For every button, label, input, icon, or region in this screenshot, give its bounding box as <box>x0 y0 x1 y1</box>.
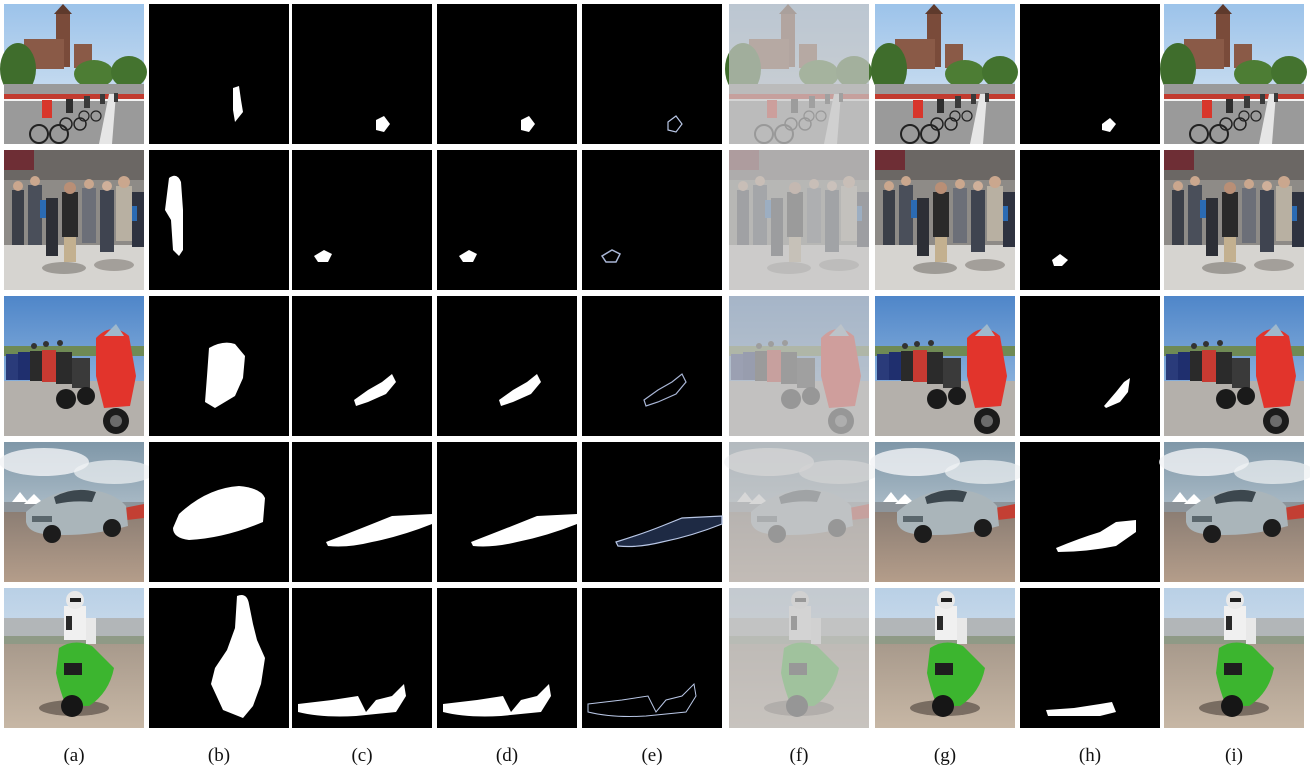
faded-image <box>729 296 869 436</box>
row-1 <box>0 3 1308 145</box>
output-image <box>1159 3 1308 145</box>
input-image <box>4 150 144 290</box>
faded-image <box>724 3 873 145</box>
column-label-i: (i) <box>1225 745 1243 766</box>
column-label-b: (b) <box>207 745 231 766</box>
faded-image <box>724 442 879 582</box>
column-label-h: (h) <box>1078 745 1102 766</box>
column-label-f: (f) <box>789 745 809 766</box>
output-image <box>875 588 1015 728</box>
output-image <box>875 150 1015 290</box>
mask-image <box>437 588 577 728</box>
mask-image <box>149 150 289 290</box>
mask-image <box>149 296 289 436</box>
input-image <box>4 588 144 728</box>
input-image <box>4 296 144 436</box>
mask-image <box>292 442 432 582</box>
mask-image <box>437 442 577 582</box>
column-label-g: (g) <box>933 745 957 766</box>
mask-image <box>1020 150 1160 290</box>
mask-image <box>581 587 723 729</box>
output-image <box>1164 150 1304 290</box>
faded-image <box>729 588 869 728</box>
column-label-d: (d) <box>495 745 519 766</box>
row-3 <box>4 295 1304 437</box>
mask-image <box>437 150 577 290</box>
mask-image <box>1020 442 1160 582</box>
mask-image <box>581 3 723 145</box>
mask-image <box>292 296 432 436</box>
mask-image <box>1020 296 1160 436</box>
mask-image <box>581 149 723 291</box>
input-image <box>0 3 148 145</box>
mask-image <box>149 588 289 728</box>
output-image <box>870 442 1025 582</box>
output-image <box>1159 442 1310 582</box>
row-4 <box>0 441 1310 583</box>
mask-image <box>292 150 432 290</box>
mask-image <box>1020 4 1160 144</box>
mask-image <box>1020 588 1160 728</box>
mask-image <box>292 4 432 144</box>
column-label-c: (c) <box>351 745 373 766</box>
mask-image <box>437 296 577 436</box>
input-image <box>0 442 154 582</box>
mask-image <box>149 4 289 144</box>
mask-image <box>149 442 289 582</box>
faded-image <box>729 150 869 290</box>
row-2 <box>4 149 1304 291</box>
mask-image <box>292 588 432 728</box>
mask-image <box>581 441 723 583</box>
output-image <box>875 296 1015 436</box>
column-label-a: (a) <box>63 745 85 766</box>
mask-image <box>581 295 723 437</box>
output-image <box>870 3 1019 145</box>
output-image <box>1164 296 1304 436</box>
row-5 <box>4 587 1304 729</box>
mask-image <box>437 4 577 144</box>
column-label-e: (e) <box>641 745 663 766</box>
output-image <box>1164 588 1304 728</box>
